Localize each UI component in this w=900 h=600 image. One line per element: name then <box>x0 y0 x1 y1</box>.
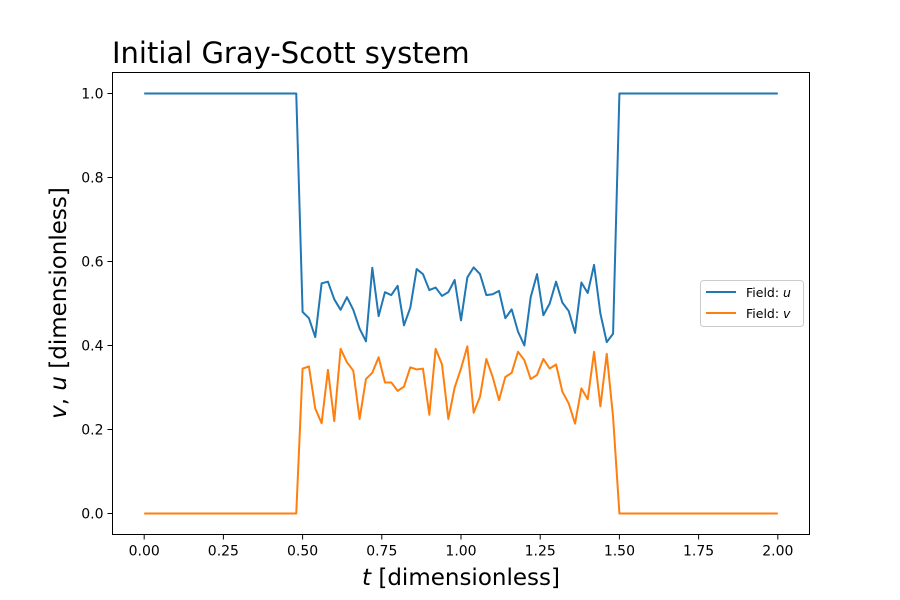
x-tick-label: 1.75 <box>683 544 714 560</box>
x-axis-unit: [dimensionless] <box>371 565 560 591</box>
plot-lines <box>144 92 778 515</box>
legend-prefix-v: Field: <box>746 306 783 321</box>
y-tick-label: 0.8 <box>81 171 103 187</box>
x-tick-label: 1.00 <box>445 544 476 560</box>
chart-title: Initial Gray-Scott system <box>112 36 470 70</box>
x-tick-label: 0.25 <box>208 544 239 560</box>
x-tick-label: 0.50 <box>287 544 318 560</box>
y-axis-unit: [dimensionless] <box>46 187 72 376</box>
legend-prefix-u: Field: <box>746 285 783 300</box>
y-axis-var-u: u <box>46 376 72 391</box>
legend-label-u: Field: u <box>746 285 791 300</box>
y-axis-ticks: 0.0 0.2 0.4 0.6 0.8 1.0 <box>81 87 113 523</box>
legend-var-u: u <box>783 285 791 300</box>
x-tick-label: 2.00 <box>762 544 793 560</box>
x-tick-label: 1.50 <box>604 544 635 560</box>
x-axis-var: t <box>362 565 372 591</box>
y-tick-label: 0.4 <box>81 339 103 355</box>
y-axis-var-v: v <box>46 405 72 419</box>
y-axis-sep: , <box>46 391 72 406</box>
series-line-u <box>144 92 778 347</box>
x-tick-label: 1.25 <box>525 544 556 560</box>
y-tick-label: 0.0 <box>81 507 103 523</box>
x-axis-label: t [dimensionless] <box>362 565 560 591</box>
series-line-v <box>144 345 778 515</box>
legend-var-v: v <box>783 306 791 321</box>
x-tick-label: 0.00 <box>129 544 160 560</box>
x-axis-ticks: 0.00 0.25 0.50 0.75 1.00 1.25 1.50 1.75 2.00 <box>129 534 793 560</box>
legend-label-v: Field: v <box>746 306 791 321</box>
x-tick-label: 0.75 <box>366 544 397 560</box>
y-tick-label: 0.6 <box>81 255 103 271</box>
y-tick-label: 0.2 <box>81 423 103 439</box>
y-tick-label: 1.0 <box>81 87 103 103</box>
legend: Field: u Field: v <box>700 280 804 327</box>
y-axis-label: v, u [dimensionless] <box>46 187 72 419</box>
